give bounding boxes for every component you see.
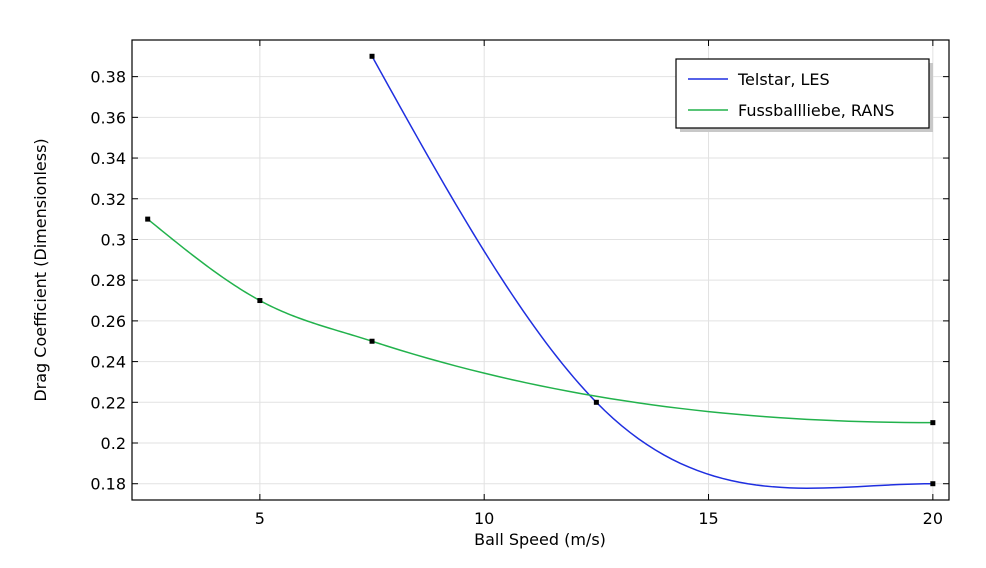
- x-tick-label: 10: [474, 509, 494, 528]
- axis-ticks: 5 10 15 20 0.18 0.2 0.22 0.24 0.26 0.28 0.3 0.32 0.3…: [90, 40, 949, 528]
- x-tick-label: 15: [698, 509, 718, 528]
- y-tick-label: 0.32: [90, 190, 126, 209]
- legend-label-telstar: Telstar, LES: [737, 70, 830, 89]
- legend-box: [675, 58, 930, 129]
- y-tick-label: 0.26: [90, 312, 126, 331]
- data-point-marker: [593, 399, 599, 405]
- series-lines: [145, 53, 936, 489]
- y-tick-label: 0.38: [90, 68, 126, 87]
- y-tick-label: 0.28: [90, 271, 126, 290]
- legend-label-fussballliebe: Fussballliebe, RANS: [738, 101, 894, 120]
- legend: Telstar, LES Fussballliebe, RANS: [675, 58, 933, 132]
- plot-frame: [131, 39, 950, 501]
- data-point-marker: [369, 53, 375, 59]
- data-point-marker: [145, 216, 151, 222]
- data-point-marker: [257, 298, 263, 304]
- data-point-marker: [930, 481, 936, 487]
- y-tick-label: 0.18: [90, 475, 126, 494]
- y-tick-label: 0.22: [90, 393, 126, 412]
- x-tick-label: 5: [255, 509, 265, 528]
- data-point-marker: [930, 420, 936, 426]
- y-tick-label: 0.24: [90, 353, 126, 372]
- y-tick-label: 0.36: [90, 108, 126, 127]
- series-line-1: [147, 218, 933, 424]
- y-axis-label: Drag Coefficient (Dimensionless): [31, 138, 50, 401]
- data-point-marker: [369, 338, 375, 344]
- x-axis-label: Ball Speed (m/s): [474, 530, 606, 549]
- x-tick-label: 20: [923, 509, 943, 528]
- y-tick-label: 0.3: [101, 230, 126, 249]
- y-tick-label: 0.2: [101, 434, 126, 453]
- y-tick-label: 0.34: [90, 149, 126, 168]
